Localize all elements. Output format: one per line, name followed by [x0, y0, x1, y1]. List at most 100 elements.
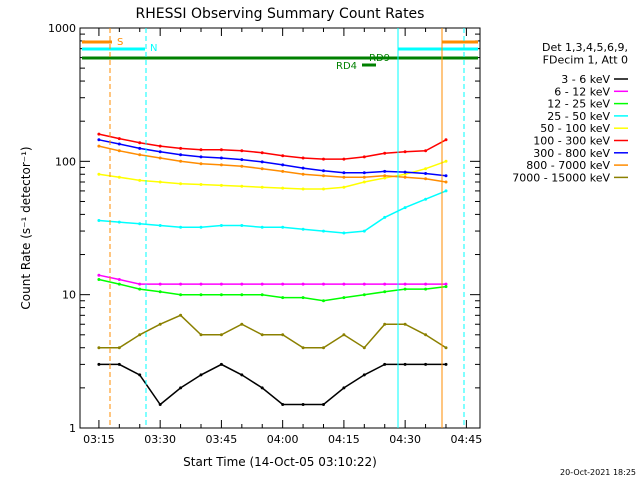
series-point: [219, 183, 223, 187]
series-point: [362, 346, 366, 350]
x-tick-label: 03:45: [206, 433, 238, 446]
series-point: [342, 185, 346, 189]
series-point: [260, 386, 264, 390]
series-point: [158, 290, 162, 294]
series-point: [342, 231, 346, 235]
series-line: [98, 314, 447, 349]
x-tick-labels: 03:15 03:30 03:45 04:00 04:15 04:30 04:45: [83, 433, 482, 446]
series-point: [97, 172, 101, 176]
series-point: [179, 293, 183, 297]
legend-label: 12 - 25 keV: [547, 98, 610, 111]
series-point: [281, 163, 285, 167]
series-point: [281, 169, 285, 173]
series-point: [301, 172, 305, 176]
series-point: [403, 170, 407, 174]
series-point: [117, 137, 121, 141]
series-point: [322, 403, 325, 406]
series-point: [158, 150, 162, 154]
series-point: [219, 148, 223, 152]
x-tick-label: 03:30: [144, 433, 176, 446]
series-point: [260, 282, 264, 286]
series-point: [117, 175, 121, 179]
series-point: [424, 177, 428, 181]
series-point: [240, 282, 244, 286]
series-point: [240, 373, 244, 377]
series-point: [158, 282, 162, 286]
series-point: [260, 151, 264, 155]
series-point: [424, 197, 428, 201]
series-point: [383, 215, 387, 219]
series-point: [199, 333, 203, 337]
series-point: [260, 293, 264, 297]
series-point: [444, 362, 448, 366]
series-point: [158, 322, 162, 326]
series-line: [98, 363, 446, 406]
series-point: [424, 287, 428, 291]
series-line: [98, 133, 447, 160]
legend-label: 3 - 6 keV: [561, 73, 610, 86]
series-point: [281, 225, 285, 229]
series-point: [383, 322, 387, 326]
series-point: [158, 156, 162, 160]
series-point: [199, 155, 203, 159]
series-point: [117, 142, 121, 146]
series-point: [281, 333, 285, 337]
series-point: [199, 225, 203, 229]
legend-label: 6 - 12 keV: [554, 85, 610, 98]
series-point: [362, 373, 366, 377]
series-point: [322, 299, 325, 303]
series-point: [219, 282, 223, 286]
series-point: [97, 346, 101, 350]
legend-label: 100 - 300 keV: [533, 135, 610, 148]
series-line: [98, 160, 447, 190]
series-point: [179, 386, 183, 390]
series-point: [281, 403, 285, 406]
series-point: [199, 373, 203, 377]
series-point: [97, 273, 101, 277]
series-line: [98, 278, 447, 302]
x-tick-label: 04:45: [451, 433, 483, 446]
series-point: [342, 386, 346, 390]
series-point: [281, 186, 285, 190]
series-point: [424, 167, 428, 171]
series-point: [383, 362, 387, 366]
series-point: [97, 362, 101, 366]
series-point: [260, 333, 264, 337]
series-point: [158, 224, 162, 227]
series-point: [260, 167, 264, 171]
series-point: [219, 362, 223, 366]
series-point: [301, 346, 305, 350]
series-point: [444, 138, 448, 142]
series-point: [138, 222, 142, 226]
legend-label: 25 - 50 keV: [547, 110, 610, 123]
legend-header: FDecim 1, Att 0: [543, 54, 628, 67]
series-point: [403, 362, 407, 366]
series-point: [199, 293, 203, 297]
series-point: [403, 287, 407, 291]
series-point: [383, 174, 387, 178]
series-point: [240, 224, 244, 227]
series-point: [383, 169, 387, 173]
y-tick-label: 100: [55, 155, 76, 168]
series-point: [322, 157, 325, 161]
series-point: [362, 155, 366, 159]
series-point: [301, 227, 305, 231]
series-point: [179, 146, 183, 150]
legend-header: Det 1,3,4,5,6,9,: [542, 41, 628, 54]
series-point: [281, 154, 285, 158]
series-point: [158, 180, 162, 184]
series-point: [199, 148, 203, 152]
series-point: [179, 182, 183, 186]
series-point: [444, 159, 448, 163]
series-point: [444, 180, 448, 184]
series-point: [179, 159, 183, 163]
series-point: [138, 373, 142, 377]
series-point: [362, 293, 366, 297]
series-point: [362, 175, 366, 179]
series-point: [403, 282, 407, 286]
series-point: [342, 333, 346, 337]
series-point: [199, 282, 203, 286]
series-point: [301, 403, 305, 406]
series-point: [138, 287, 142, 291]
series-line: [98, 139, 447, 177]
